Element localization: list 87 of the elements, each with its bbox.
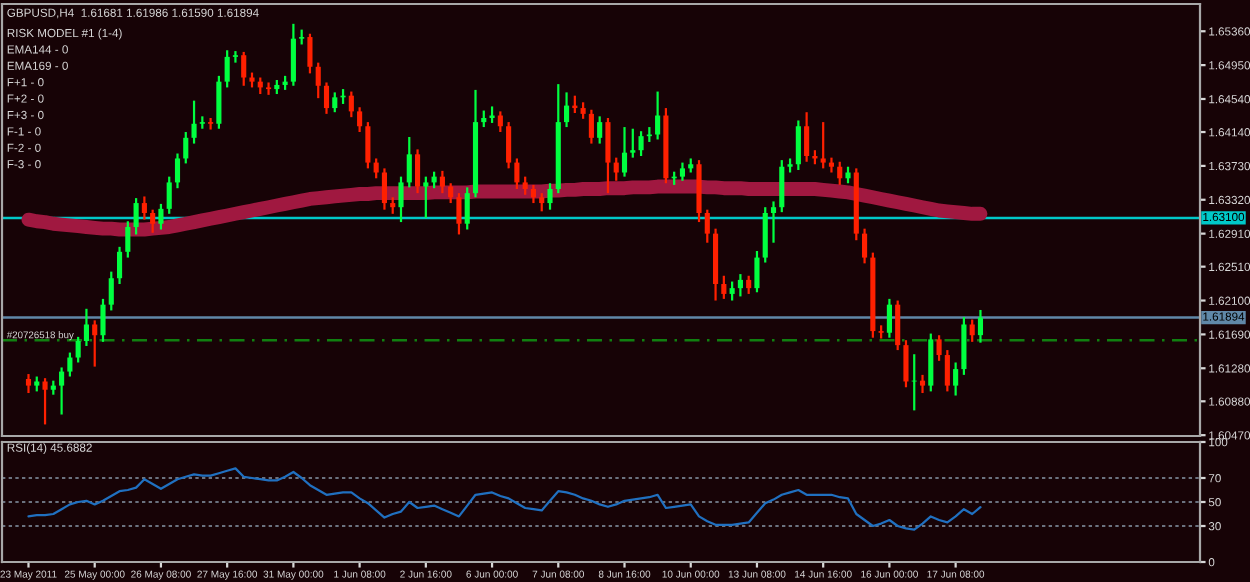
candlestick	[133, 197, 139, 236]
candlestick	[141, 195, 147, 221]
candlestick	[373, 157, 379, 180]
candlestick	[944, 348, 950, 393]
candlestick	[357, 106, 363, 134]
candlestick	[464, 186, 470, 231]
candlestick	[903, 339, 909, 389]
candlestick	[630, 127, 636, 159]
candlestick	[804, 111, 810, 163]
candlestick	[895, 299, 901, 352]
candlestick	[862, 227, 868, 265]
candlestick	[315, 61, 321, 100]
candlestick	[414, 148, 421, 195]
candlestick	[439, 169, 445, 195]
candlestick	[762, 206, 768, 264]
candlestick	[679, 161, 686, 182]
candlestick	[977, 308, 984, 344]
candlestick	[514, 157, 520, 191]
candlestick	[150, 208, 156, 234]
candlestick	[224, 49, 230, 89]
candlestick	[59, 366, 65, 416]
candlestick	[365, 121, 371, 170]
candlestick	[323, 81, 330, 115]
candlestick	[183, 130, 189, 165]
candlestick	[969, 318, 975, 343]
candlestick	[75, 335, 81, 364]
candlestick	[348, 90, 354, 119]
candlestick	[936, 334, 942, 362]
candlestick	[638, 130, 644, 158]
candlestick	[158, 202, 164, 231]
candlestick	[92, 319, 98, 368]
candlestick	[828, 156, 835, 174]
candlestick	[530, 183, 537, 205]
candlestick	[597, 115, 603, 145]
candlestick	[398, 175, 404, 224]
candlestick	[506, 121, 512, 170]
candlestick	[919, 373, 926, 395]
candlestick	[116, 245, 123, 286]
candlestick	[754, 249, 760, 294]
candlestick	[448, 182, 454, 205]
candlestick	[232, 49, 239, 64]
candlestick	[174, 152, 181, 190]
candlestick	[704, 208, 710, 244]
candlestick	[539, 192, 545, 213]
candlestick	[191, 99, 197, 145]
candlestick	[729, 280, 735, 302]
candlestick	[241, 50, 247, 87]
candlestick	[108, 270, 114, 312]
candlestick	[605, 116, 611, 195]
candlestick	[928, 332, 934, 393]
candlestick	[216, 74, 222, 130]
candlestick	[770, 200, 777, 244]
candlestick	[166, 175, 172, 215]
candlestick	[564, 91, 570, 129]
candlestick	[621, 125, 628, 178]
candlestick	[588, 108, 594, 145]
candlestick	[820, 121, 826, 170]
candlestick	[100, 297, 106, 343]
candlestick	[25, 372, 32, 395]
candlestick	[779, 159, 785, 214]
candlestick	[265, 81, 272, 96]
candlestick	[290, 22, 296, 87]
candlestick	[83, 307, 89, 348]
candlestick	[125, 220, 131, 259]
line-series	[27, 467, 982, 531]
candlestick	[307, 32, 313, 75]
candlestick	[746, 274, 752, 296]
candlestick	[613, 156, 619, 182]
candlestick	[737, 272, 743, 298]
candlestick	[795, 119, 801, 172]
candlestick	[961, 315, 967, 376]
candlestick	[547, 182, 553, 211]
candlestick	[406, 135, 412, 189]
candlestick	[208, 116, 214, 131]
candlestick	[721, 274, 727, 300]
candlestick	[42, 377, 48, 426]
candlestick	[332, 91, 338, 114]
candlestick	[522, 175, 528, 196]
candlestick	[381, 167, 388, 211]
candlestick	[67, 351, 73, 378]
candlestick	[953, 361, 959, 397]
candlestick	[456, 192, 462, 236]
candlestick	[655, 90, 661, 141]
candlestick	[497, 110, 503, 134]
candlestick	[886, 297, 892, 339]
candlestick	[837, 160, 843, 186]
candlestick	[423, 175, 429, 220]
